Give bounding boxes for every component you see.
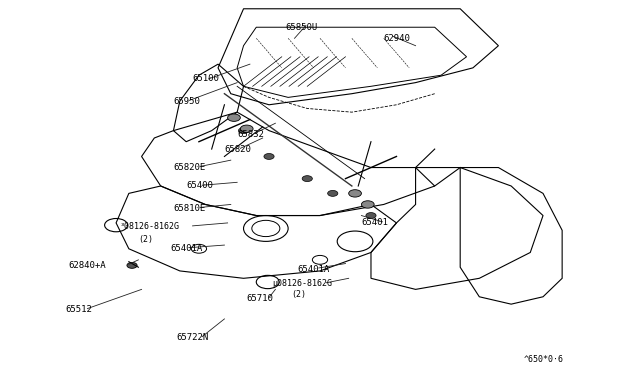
Text: 65820: 65820 (225, 145, 252, 154)
Text: 65512: 65512 (65, 305, 92, 314)
Text: ^650*0·6: ^650*0·6 (524, 355, 564, 364)
Circle shape (302, 176, 312, 182)
Circle shape (228, 114, 241, 121)
Text: (2): (2) (291, 291, 307, 299)
Text: 65950: 65950 (173, 97, 200, 106)
Text: µ08126-8162G: µ08126-8162G (272, 279, 332, 288)
Circle shape (349, 190, 362, 197)
Circle shape (127, 262, 137, 268)
Text: 65850U: 65850U (285, 23, 317, 32)
Text: ³08126-8162G: ³08126-8162G (119, 222, 179, 231)
Circle shape (362, 201, 374, 208)
Text: 62940: 62940 (384, 34, 411, 43)
Text: 65710: 65710 (246, 294, 273, 303)
Text: 65400: 65400 (186, 182, 213, 190)
Circle shape (239, 128, 248, 134)
Text: 62840+A: 62840+A (68, 261, 106, 270)
Circle shape (264, 154, 274, 160)
Text: 65832: 65832 (237, 130, 264, 139)
Text: 65722N: 65722N (177, 333, 209, 342)
Circle shape (366, 212, 376, 218)
Circle shape (328, 190, 338, 196)
Text: 65401A: 65401A (170, 244, 202, 253)
Circle shape (241, 125, 253, 132)
Text: 65100: 65100 (193, 74, 220, 83)
Text: 65401: 65401 (362, 218, 388, 227)
Text: 65401A: 65401A (298, 264, 330, 273)
Text: 65820E: 65820E (173, 163, 205, 172)
Text: (2): (2) (138, 235, 154, 244)
Text: 65810E: 65810E (173, 203, 205, 213)
